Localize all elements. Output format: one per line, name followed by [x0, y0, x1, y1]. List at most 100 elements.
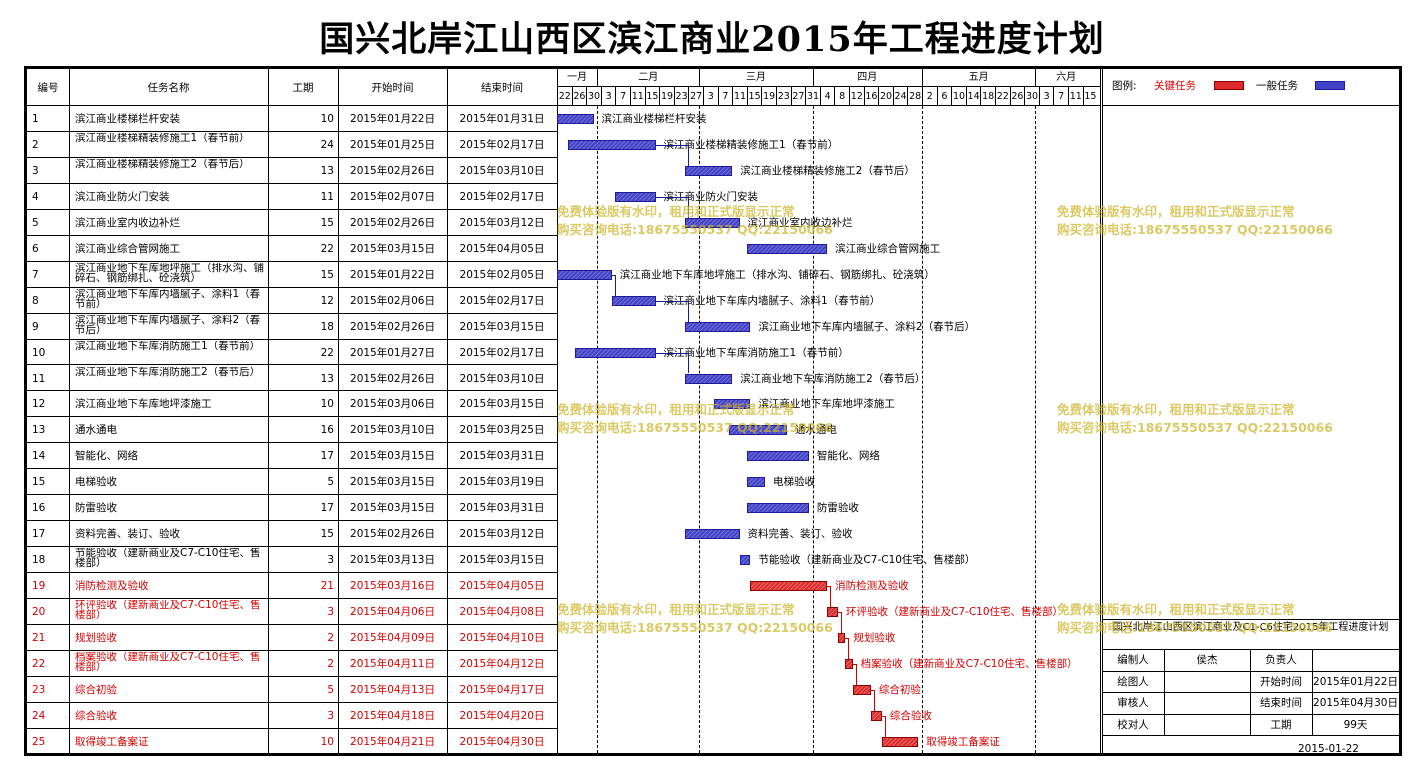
timeline-day-label: 26: [573, 91, 586, 102]
table-cell-start: 2015年03月10日: [350, 424, 435, 437]
table-cell-no: 18: [32, 554, 46, 567]
gantt-bar-label: 滨江商业地下车库消防施工1（春节前）: [663, 346, 849, 359]
table-row-line: [27, 209, 557, 210]
timeline-day-divider: [834, 87, 835, 106]
timeline-day-divider: [1083, 87, 1084, 106]
timeline-day-label: 30: [1025, 91, 1039, 102]
gantt-bar: [827, 607, 839, 618]
timeline-month-divider: [1035, 69, 1036, 87]
gantt-bar: [746, 503, 809, 514]
table-row-line: [27, 468, 557, 469]
table-cell-end: 2015年03月31日: [459, 502, 545, 515]
timeline-month-divider-line: [557, 86, 1100, 87]
table-cell-start: 2015年02月26日: [350, 164, 435, 177]
timeline-day-label: 22: [558, 91, 571, 102]
month-guide-line: [1035, 106, 1036, 753]
table-cell-no: 17: [32, 528, 46, 541]
timeline-month-divider: [597, 69, 598, 87]
title-block-value-drawer: [1164, 676, 1250, 688]
table-cell-task-name: 综合验收: [75, 709, 117, 722]
table-cell-no: 21: [32, 632, 46, 644]
title-block-label-start: 开始时间: [1260, 675, 1302, 688]
timeline-day-label: 15: [646, 91, 659, 102]
timeline-day-label: 10: [952, 91, 966, 102]
timeline-day-divider: [864, 87, 865, 106]
table-cell-no: 23: [32, 683, 46, 696]
table-row-line: [27, 287, 557, 288]
gantt-bar-label: 通水通电: [794, 424, 837, 437]
timeline-day-label: 11: [733, 91, 747, 102]
table-cell-task-name: 滨江商业地下车库地坪施工（排水沟、铺碎石、钢筋绑扎、砼浇筑）: [75, 262, 264, 284]
timeline-month-label: 六月: [1056, 72, 1077, 83]
timeline-day-divider: [966, 87, 967, 106]
timeline-day-label: 14: [967, 91, 980, 102]
dependency-connector: [848, 638, 850, 659]
timeline-day-label: 16: [865, 91, 878, 102]
timeline-day-label: 24: [894, 91, 907, 102]
table-row-line: [27, 390, 557, 391]
timeline-day-divider: [907, 87, 908, 106]
table-cell-end: 2015年02月17日: [459, 346, 545, 359]
gantt-bar-label: 滨江商业综合管网施工: [835, 242, 941, 255]
table-cell-task-name: 环评验收（建新商业及C7-C10住宅、售楼部）: [75, 600, 261, 622]
gantt-layer: 编号 任务名称 工期 开始时间 结束时间 一月 二月 三月 四月 五月 六月 22 26 30 3 7 11 15…: [27, 69, 1399, 755]
watermark-line-2: 购买咨询电话:18675550537 QQ:22150066: [557, 420, 833, 435]
timeline-day-label: 20: [879, 91, 893, 102]
table-cell-no: 22: [32, 657, 46, 670]
gantt-bar: [557, 114, 594, 124]
title-block-label-checker: 校对人: [1117, 718, 1149, 731]
gantt-bar-label: 滨江商业楼梯精装修施工1（春节前）: [663, 138, 839, 151]
table-cell-start: 2015年01月25日: [350, 138, 435, 151]
table-cell-task-name: 滨江商业室内收边补烂: [75, 216, 180, 229]
table-cell-duration: 3: [327, 554, 334, 567]
table-row-line: [27, 546, 557, 547]
table-row-line: [27, 442, 557, 443]
timeline-day-divider: [703, 87, 704, 106]
table-cell-no: 14: [32, 450, 46, 463]
table-cell-end: 2015年02月17日: [459, 294, 545, 307]
title-block-row-line: [1102, 735, 1399, 736]
dependency-connector: [614, 274, 616, 296]
title-block-label-drawer: 绘图人: [1117, 675, 1149, 688]
table-cell-duration: 18: [320, 320, 334, 333]
legend-critical-swatch: [1214, 81, 1244, 90]
table-cell-no: 25: [32, 735, 46, 748]
timeline-day-label: 28: [909, 91, 922, 102]
table-cell-end: 2015年03月19日: [459, 476, 545, 489]
month-guide-line: [699, 106, 700, 753]
table-cell-duration: 2: [327, 632, 334, 644]
table-cell-end: 2015年01月31日: [459, 113, 545, 125]
gantt-bar: [881, 736, 919, 747]
timeline-day-label: 2: [926, 91, 933, 102]
timeline-month-divider: [813, 69, 814, 87]
table-cell-task-name: 电梯验收: [75, 476, 117, 489]
title-block-top-line: [1102, 619, 1399, 620]
table-row-line: [27, 313, 557, 314]
table-cell-end: 2015年04月08日: [459, 606, 545, 619]
table-cell-duration: 15: [320, 528, 334, 541]
gantt-bar-label: 滨江商业防火门安装: [663, 190, 759, 203]
timeline-day-label: 31: [806, 91, 820, 102]
table-cell-duration: 15: [320, 216, 334, 229]
table-row-line: [27, 364, 557, 365]
table-cell-duration: 10: [320, 113, 334, 125]
dependency-connector: [845, 638, 850, 639]
gantt-bar-label: 智能化、网络: [816, 450, 880, 463]
table-cell-duration: 5: [327, 476, 334, 489]
table-cell-duration: 22: [320, 346, 334, 359]
table-cell-duration: 13: [320, 164, 334, 177]
table-cell-task-name: 滨江商业地下车库地坪漆施工: [75, 398, 212, 411]
dependency-connector: [611, 274, 616, 276]
chart-right-border-inner: [1102, 69, 1103, 753]
gantt-bar: [746, 243, 828, 254]
gantt-bar-label: 滨江商业地下车库地坪施工（排水沟、铺碎石、钢筋绑扎、砼浇筑）: [619, 268, 935, 281]
timeline-day-divider: [951, 87, 952, 106]
dependency-connector: [870, 689, 875, 691]
table-row-line: [27, 598, 557, 599]
table-cell-end: 2015年04月05日: [459, 242, 545, 255]
timeline-day-divider: [820, 87, 821, 106]
timeline-day-divider: [761, 87, 762, 106]
gantt-bar-label: 滨江商业室内收边补烂: [747, 216, 853, 229]
table-cell-end: 2015年02月05日: [459, 268, 545, 281]
table-cell-start: 2015年01月27日: [350, 346, 435, 359]
